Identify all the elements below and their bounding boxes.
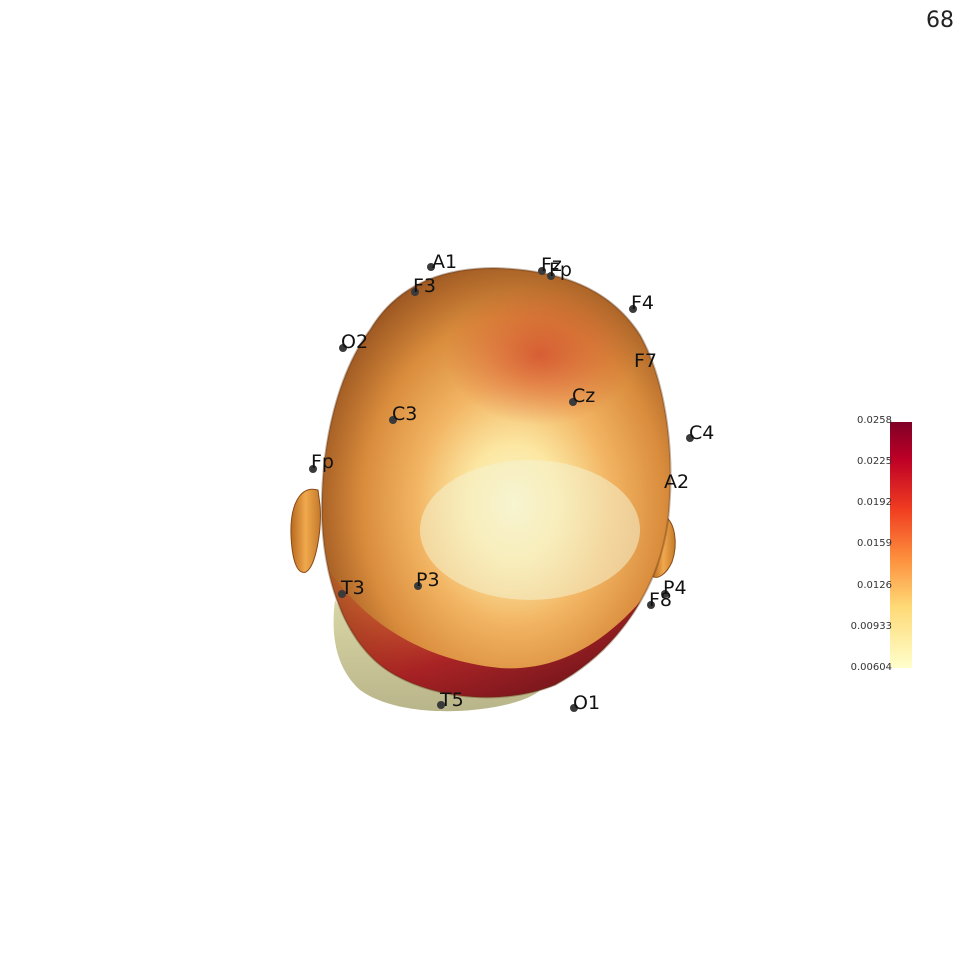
electrode-o1: O1 bbox=[570, 692, 600, 714]
electrode-t3: T3 bbox=[338, 577, 365, 599]
colorbar-tick-4: 0.0126 bbox=[857, 580, 892, 591]
electrode-label-f3: F3 bbox=[413, 275, 436, 297]
electrode-fp-top: Fp bbox=[547, 259, 572, 281]
electrode-label-p3: P3 bbox=[416, 569, 440, 591]
electrode-p4: P4 bbox=[661, 577, 687, 599]
electrode-cz: Cz bbox=[569, 385, 595, 407]
electrode-c3: C3 bbox=[389, 403, 417, 425]
left-ear bbox=[290, 488, 321, 573]
head-surface bbox=[320, 266, 672, 699]
electrode-label-p4: P4 bbox=[663, 577, 687, 599]
electrode-fz: Fz bbox=[538, 254, 562, 276]
frame-counter: 68 bbox=[926, 8, 954, 33]
colorbar-tick-5: 0.00933 bbox=[851, 621, 892, 632]
electrode-c4: C4 bbox=[686, 422, 714, 444]
colorbar-gradient bbox=[890, 422, 912, 668]
electrode-t5: T5 bbox=[437, 689, 464, 711]
electrode-p3: P3 bbox=[414, 569, 440, 591]
electrode-label-fp-top: Fp bbox=[549, 259, 572, 281]
colorbar-tick-1: 0.0225 bbox=[857, 456, 892, 467]
colorbar-tick-2: 0.0192 bbox=[857, 497, 892, 508]
electrode-label-o2: O2 bbox=[341, 331, 368, 353]
electrode-label-t5: T5 bbox=[439, 689, 464, 711]
electrode-a2: A2 bbox=[664, 471, 689, 493]
electrode-label-o1: O1 bbox=[573, 692, 600, 714]
colorbar-tick-0: 0.0258 bbox=[857, 415, 892, 426]
electrode-label-t3: T3 bbox=[340, 577, 365, 599]
electrode-label-f7: F7 bbox=[634, 350, 657, 372]
neck-shape bbox=[333, 600, 548, 712]
colorbar-tick-6: 0.00604 bbox=[851, 662, 892, 673]
electrode-f8: F8 bbox=[647, 589, 672, 611]
electrode-label-c4: C4 bbox=[689, 422, 714, 444]
electrode-label-a2: A2 bbox=[664, 471, 689, 493]
electrode-f7: F7 bbox=[634, 350, 657, 372]
electrode-a1: A1 bbox=[427, 251, 457, 273]
electrode-label-cz: Cz bbox=[572, 385, 595, 407]
colorbar: 0.0258 0.0225 0.0192 0.0159 0.0126 0.009… bbox=[851, 415, 912, 673]
electrode-label-fz: Fz bbox=[541, 254, 562, 276]
electrode-layer: A1 Fz Fp F3 F4 O2 F7 Cz bbox=[309, 251, 714, 714]
electrode-fp-left: Fp bbox=[309, 451, 334, 473]
electrode-o2: O2 bbox=[339, 331, 368, 353]
electrode-label-a1: A1 bbox=[432, 251, 457, 273]
electrode-f4: F4 bbox=[629, 292, 654, 314]
colorbar-tick-3: 0.0159 bbox=[857, 538, 892, 549]
electrode-label-f4: F4 bbox=[631, 292, 654, 314]
electrode-label-c3: C3 bbox=[392, 403, 417, 425]
electrode-label-fp-left: Fp bbox=[311, 451, 334, 473]
electrode-f3: F3 bbox=[411, 275, 436, 297]
electrode-label-f8: F8 bbox=[649, 589, 672, 611]
